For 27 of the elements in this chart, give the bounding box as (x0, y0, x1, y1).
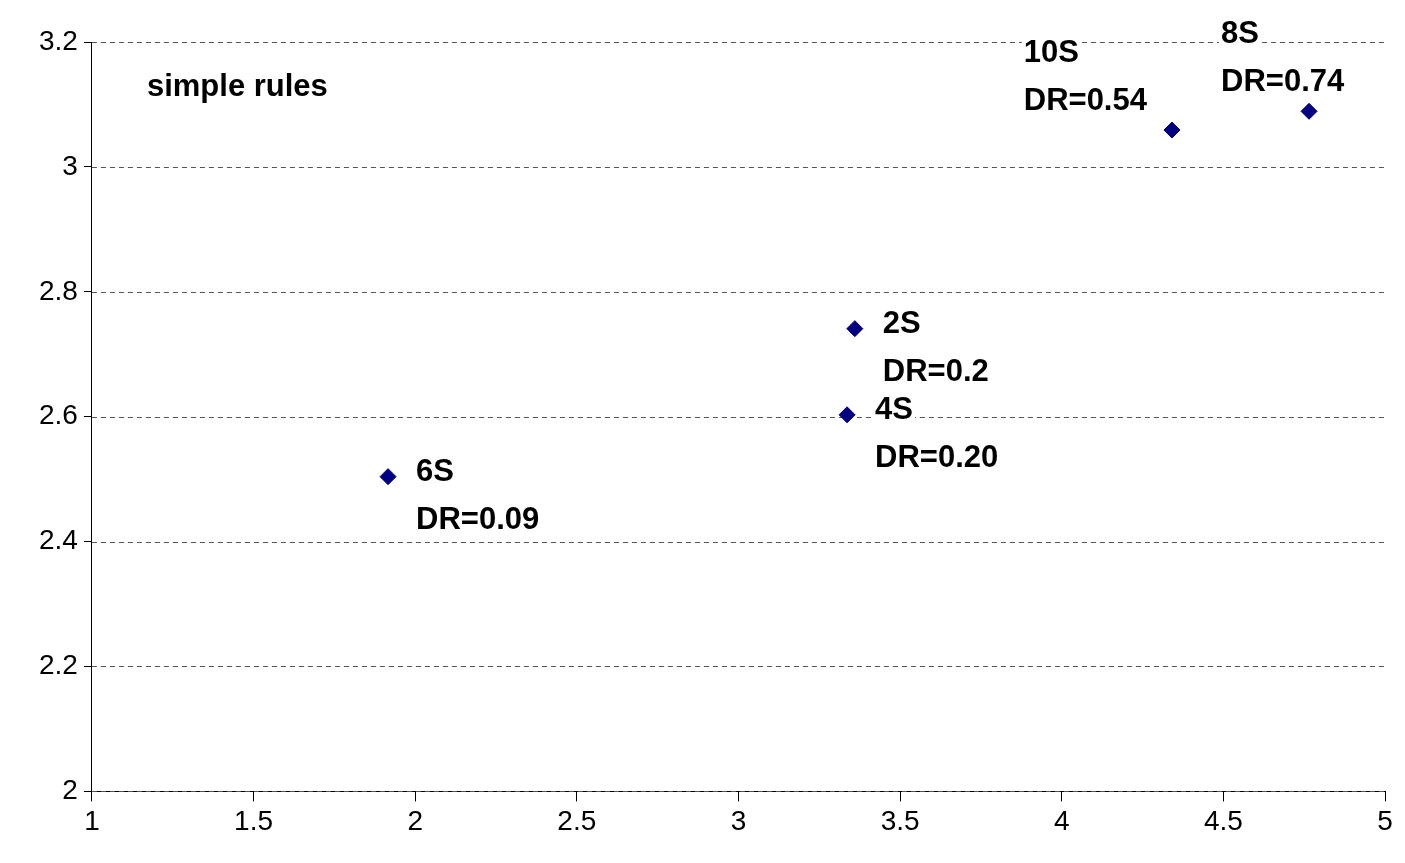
y-tick-label: 2 (62, 774, 78, 806)
x-tick-label: 2 (407, 804, 423, 836)
point (838, 406, 856, 424)
x-tick-label: 3 (730, 804, 747, 836)
x-tick-label: 5 (1377, 804, 1393, 836)
point (1163, 121, 1181, 139)
annotation: 10S DR=0.54 (1023, 34, 1148, 118)
y-tick-label: 2.4 (38, 524, 78, 556)
x-tick-label: 4.5 (1203, 804, 1243, 836)
x-tick-label: 1.5 (234, 804, 274, 836)
y-tick-label: 2.6 (38, 399, 78, 431)
annotation: 4S DR=0.20 (875, 390, 999, 474)
x-tick-label: 4 (1053, 804, 1070, 836)
annotation: 8S DR=0.74 (1221, 15, 1345, 99)
x-tick-label: 1 (84, 804, 100, 836)
x-tick-label: 2.5 (557, 804, 597, 836)
x-tick-label: 3.5 (880, 804, 920, 836)
annotation: simple rules (146, 68, 328, 103)
point (1300, 102, 1318, 120)
y-tick-label: 3 (62, 149, 78, 181)
y-tick-label: 3.2 (38, 24, 78, 56)
annotation: 6S DR=0.09 (416, 452, 540, 536)
annotation: 2S DR=0.2 (882, 304, 989, 388)
point (846, 320, 864, 338)
y-tick-label: 2.2 (38, 649, 78, 681)
point (379, 468, 397, 486)
y-tick-label: 2.8 (38, 274, 78, 306)
